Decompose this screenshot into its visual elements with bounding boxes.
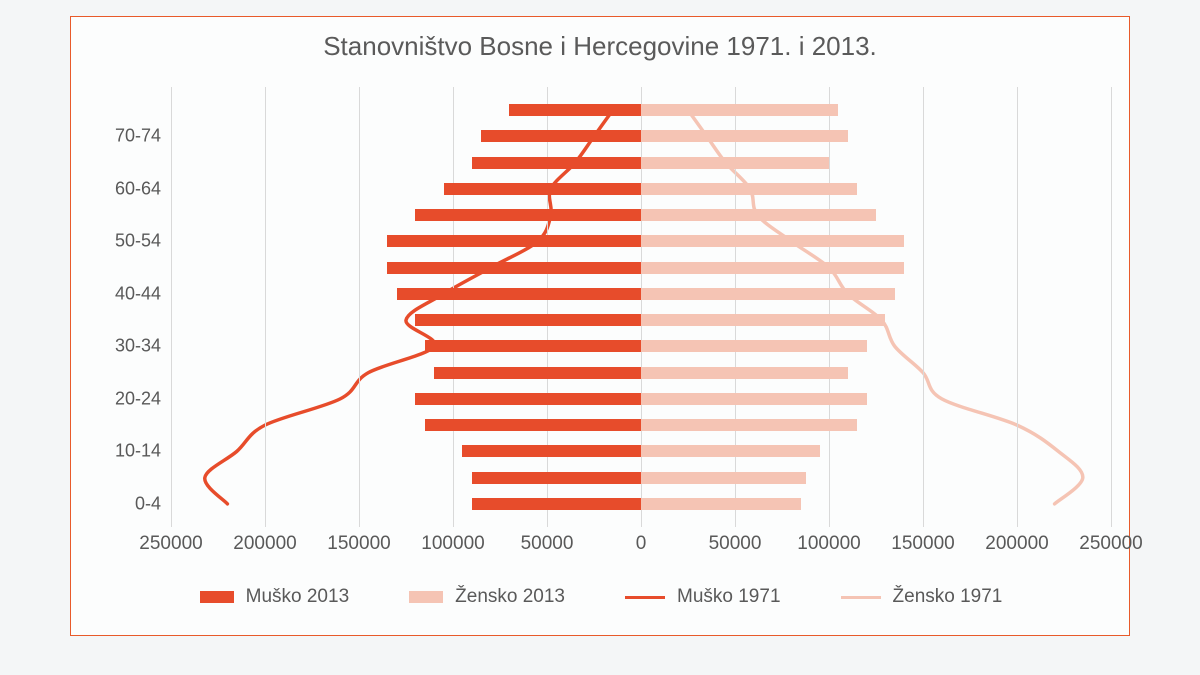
bar-female-2013 — [641, 393, 867, 405]
x-axis-label: 150000 — [327, 533, 390, 555]
legend-item: Muško 2013 — [200, 586, 350, 608]
bar-male-2013 — [462, 445, 641, 457]
y-axis-label: 0-4 — [91, 493, 161, 514]
x-axis-label: 250000 — [1079, 533, 1142, 555]
gridline — [547, 87, 548, 527]
legend-item: Žensko 1971 — [841, 586, 1003, 608]
chart-title: Stanovništvo Bosne i Hercegovine 1971. i… — [71, 31, 1129, 62]
bar-male-2013 — [415, 209, 641, 221]
x-axis-label: 50000 — [521, 533, 574, 555]
bar-female-2013 — [641, 235, 904, 247]
bar-male-2013 — [472, 472, 641, 484]
gridline — [829, 87, 830, 527]
bar-female-2013 — [641, 367, 848, 379]
bar-female-2013 — [641, 209, 876, 221]
bar-female-2013 — [641, 288, 895, 300]
bar-male-2013 — [387, 235, 641, 247]
line-overlay — [71, 87, 1131, 527]
x-axis-label: 0 — [636, 533, 647, 555]
legend-label: Muško 2013 — [246, 586, 350, 608]
gridline — [359, 87, 360, 527]
bar-male-2013 — [387, 262, 641, 274]
x-axis-label: 150000 — [891, 533, 954, 555]
y-axis-label: 60-64 — [91, 178, 161, 199]
bar-female-2013 — [641, 130, 848, 142]
x-axis-label: 50000 — [709, 533, 762, 555]
y-axis-label: 40-44 — [91, 283, 161, 304]
gridline — [641, 87, 642, 527]
gridline — [1017, 87, 1018, 527]
bar-female-2013 — [641, 314, 885, 326]
plot-area: 70-74 60-64 50-54 40-44 30-34 20-24 10-14 0-4 — [71, 87, 1131, 527]
bar-female-2013 — [641, 262, 904, 274]
bar-male-2013 — [425, 340, 641, 352]
x-axis-label: 200000 — [985, 533, 1048, 555]
gridline — [1111, 87, 1112, 527]
bar-female-2013 — [641, 498, 801, 510]
legend-label: Žensko 1971 — [893, 586, 1003, 608]
bar-female-2013 — [641, 419, 857, 431]
legend: Muško 2013 Žensko 2013 Muško 1971 Žensko 19… — [71, 577, 1131, 617]
bar-female-2013 — [641, 157, 829, 169]
legend-item: Muško 1971 — [625, 586, 781, 608]
x-axis-label: 250000 — [139, 533, 202, 555]
legend-swatch-line-icon — [841, 596, 881, 599]
x-axis-label: 200000 — [233, 533, 296, 555]
chart-frame: Stanovništvo Bosne i Hercegovine 1971. i… — [70, 16, 1130, 636]
gridline — [453, 87, 454, 527]
gridline — [735, 87, 736, 527]
y-axis-label: 30-34 — [91, 336, 161, 357]
x-axis-label: 100000 — [797, 533, 860, 555]
legend-swatch-bar-icon — [409, 591, 443, 603]
bar-female-2013 — [641, 104, 838, 116]
bar-male-2013 — [472, 157, 641, 169]
bar-female-2013 — [641, 445, 820, 457]
bar-male-2013 — [444, 183, 641, 195]
bar-female-2013 — [641, 183, 857, 195]
legend-label: Muško 1971 — [677, 586, 781, 608]
bar-male-2013 — [472, 498, 641, 510]
y-axis-label: 50-54 — [91, 231, 161, 252]
legend-item: Žensko 2013 — [409, 586, 565, 608]
x-axis-label: 100000 — [421, 533, 484, 555]
bar-female-2013 — [641, 472, 806, 484]
bar-male-2013 — [397, 288, 641, 300]
legend-label: Žensko 2013 — [455, 586, 565, 608]
bar-male-2013 — [481, 130, 641, 142]
x-axis-labels: 250000 200000 150000 100000 50000 0 50000 10000… — [71, 533, 1131, 563]
bar-female-2013 — [641, 340, 867, 352]
y-axis-label: 20-24 — [91, 388, 161, 409]
bar-male-2013 — [434, 367, 641, 379]
y-axis-label: 10-14 — [91, 441, 161, 462]
gridline — [923, 87, 924, 527]
legend-swatch-bar-icon — [200, 591, 234, 603]
bar-male-2013 — [509, 104, 641, 116]
y-axis-label: 70-74 — [91, 126, 161, 147]
bar-male-2013 — [415, 314, 641, 326]
gridline — [171, 87, 172, 527]
legend-swatch-line-icon — [625, 596, 665, 599]
bar-male-2013 — [425, 419, 641, 431]
bar-male-2013 — [415, 393, 641, 405]
gridline — [265, 87, 266, 527]
